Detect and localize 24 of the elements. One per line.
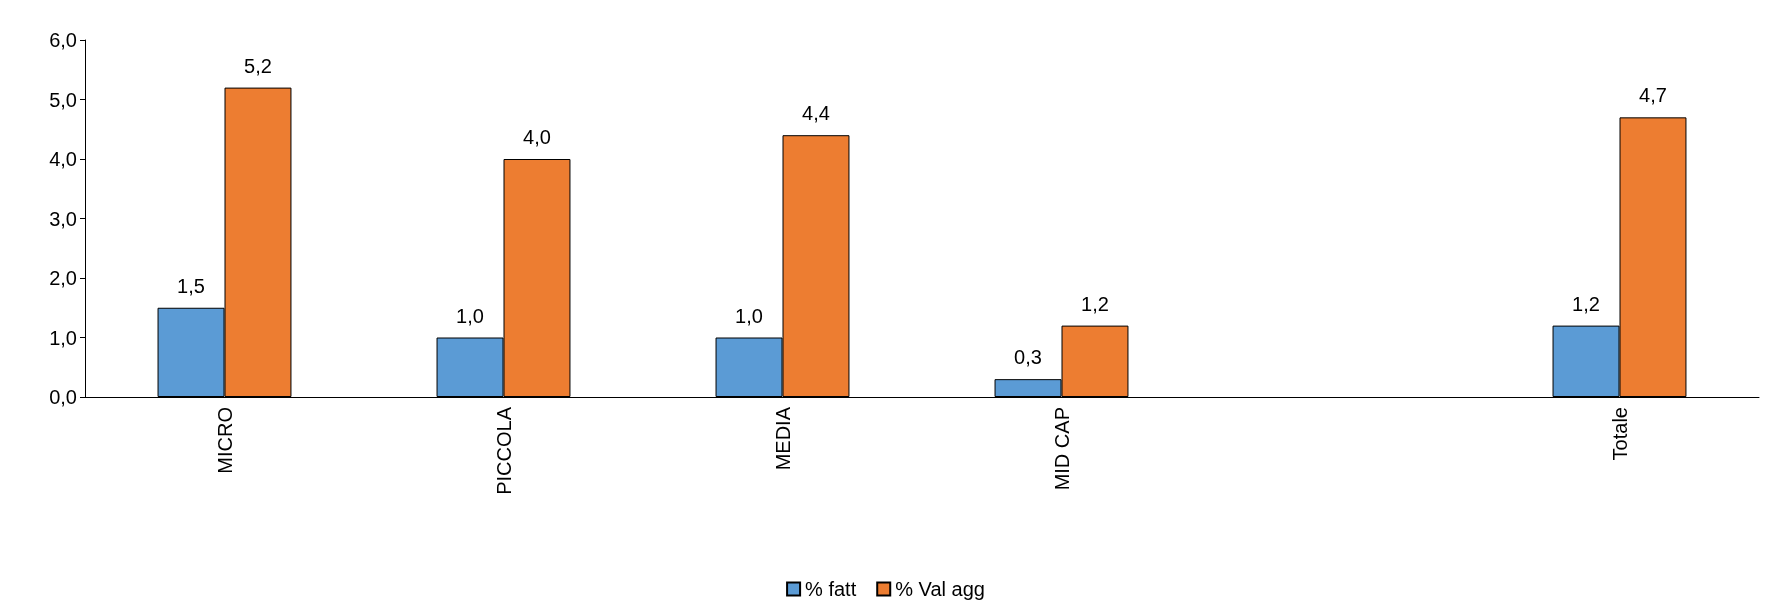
- x-tick-label: PICCOLA: [492, 406, 515, 495]
- data-label: 1,5: [177, 274, 205, 297]
- y-tick-label: 4,0: [49, 148, 77, 170]
- legend-label: % Val agg: [895, 578, 985, 600]
- data-label: 1,0: [735, 304, 763, 327]
- x-tick-label: Totale: [1608, 407, 1631, 461]
- x-tick-label: MEDIA: [771, 406, 794, 471]
- data-label: 1,2: [1572, 292, 1600, 315]
- y-tick-label: 3,0: [49, 207, 77, 230]
- data-label: 4,7: [1639, 84, 1667, 107]
- data-label: 5,2: [244, 54, 272, 77]
- x-tick-label: MID CAP: [1050, 407, 1073, 491]
- y-tick-label: 1,0: [49, 326, 77, 349]
- data-label: 4,0: [523, 126, 551, 148]
- data-label: 0,3: [1014, 346, 1042, 369]
- legend-label: % fatt: [805, 578, 857, 600]
- y-tick-label: 2,0: [49, 267, 77, 289]
- data-label: 4,4: [802, 102, 830, 125]
- y-tick-label: 0,0: [49, 386, 77, 408]
- data-label: 1,2: [1081, 292, 1109, 315]
- data-label: 1,0: [456, 304, 484, 327]
- y-tick-label: 6,0: [49, 29, 77, 51]
- y-tick-label: 5,0: [49, 88, 77, 111]
- x-tick-label: MICRO: [213, 407, 236, 474]
